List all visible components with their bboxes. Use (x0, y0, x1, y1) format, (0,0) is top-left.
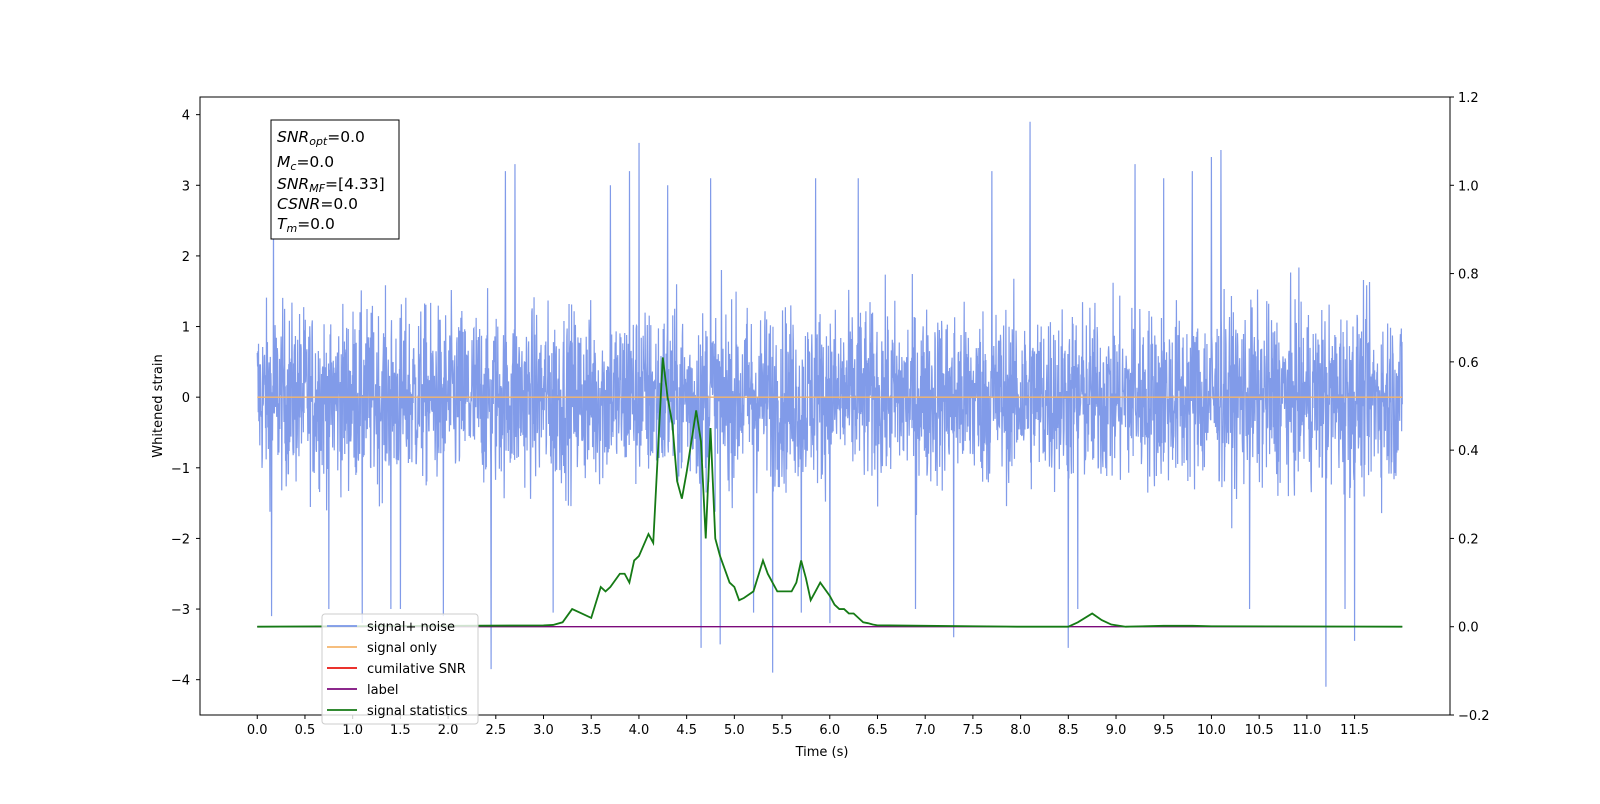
legend-label: signal+ noise (367, 620, 455, 635)
legend-label: label (367, 683, 398, 698)
x-tick-label: 7.5 (963, 723, 984, 738)
y-axis-left: 4 3 2 1 0 −1 −2 −3 −4 (171, 109, 200, 689)
x-tick-label: 6.5 (867, 723, 888, 738)
info-snr-mf: SNRMF=[4.33] (277, 175, 385, 195)
y-tick-label-left: −2 (171, 532, 190, 547)
x-tick-label: 3.0 (533, 723, 554, 738)
x-tick-label: 4.0 (629, 723, 650, 738)
x-tick-label: 0.0 (247, 723, 268, 738)
x-tick-label: 10.5 (1245, 723, 1274, 738)
plot-frame (199, 96, 1451, 716)
info-snr-opt: SNRopt=0.0 (277, 128, 365, 148)
x-tick-label: 8.5 (1058, 723, 1079, 738)
y-tick-label-left: −3 (171, 603, 190, 618)
x-axis: 0.0 0.5 1.0 1.5 2.0 2.5 3.0 3.5 4.0 4.5 5.0 5.5 6.0 6… (247, 715, 1369, 738)
x-tick-label: 8.0 (1010, 723, 1031, 738)
x-axis-label: Time (s) (795, 745, 849, 760)
y-tick-label-right: 0.4 (1458, 444, 1479, 459)
x-tick-label: 11.0 (1292, 723, 1321, 738)
legend: signal+ noise signal only cumilative SNR la… (321, 613, 479, 725)
x-tick-label: 3.5 (581, 723, 602, 738)
x-tick-label: 4.5 (676, 723, 697, 738)
x-tick-label: 9.0 (1106, 723, 1127, 738)
x-tick-label: 1.5 (390, 723, 411, 738)
y-tick-label-right: 1.2 (1458, 91, 1479, 106)
x-tick-label: 5.5 (772, 723, 793, 738)
x-tick-label: 5.0 (724, 723, 745, 738)
y-tick-label-left: 0 (182, 391, 190, 406)
y-tick-label-left: 3 (182, 179, 190, 194)
y-tick-label-left: 2 (182, 250, 190, 265)
info-csnr: CSNR=0.0 (277, 195, 358, 213)
y-tick-label-right: 0.0 (1458, 621, 1479, 636)
x-tick-label: 1.0 (342, 723, 363, 738)
y-tick-label-right: 1.0 (1458, 179, 1479, 194)
info-tm: Tm=0.0 (277, 215, 335, 235)
y-tick-label-left: 1 (182, 321, 190, 336)
legend-label: signal statistics (367, 704, 468, 719)
x-tick-label: 7.0 (915, 723, 936, 738)
info-box: SNRopt=0.0 Mc=0.0 SNRMF=[4.33] CSNR=0.0 … (270, 119, 400, 240)
x-tick-label: 2.0 (438, 723, 459, 738)
y-tick-label-left: −1 (171, 462, 190, 477)
signal-noise-line (256, 121, 1403, 687)
x-tick-label: 0.5 (295, 723, 316, 738)
legend-label: cumilative SNR (367, 662, 466, 677)
y-tick-label-left: −4 (171, 674, 190, 689)
signal-statistics-line (257, 357, 1403, 628)
series-signal-noise (256, 121, 1403, 687)
x-tick-label: 11.5 (1340, 723, 1369, 738)
y-tick-label-right: −0.2 (1458, 709, 1490, 724)
x-tick-label: 10.0 (1197, 723, 1226, 738)
x-tick-label: 9.5 (1153, 723, 1174, 738)
x-tick-label: 2.5 (485, 723, 506, 738)
info-mc: Mc=0.0 (277, 153, 334, 173)
y-tick-label-right: 0.6 (1458, 356, 1479, 371)
y-tick-label-right: 0.2 (1458, 532, 1479, 547)
y-tick-label-left: 4 (182, 109, 190, 124)
x-tick-label: 6.0 (819, 723, 840, 738)
y-axis-label: Whitened strain (151, 354, 166, 457)
y-tick-label-right: 0.8 (1458, 268, 1479, 283)
legend-label: signal only (367, 641, 437, 656)
y-axis-right: 1.2 1.0 0.8 0.6 0.4 0.2 0.0 −0.2 (1450, 91, 1490, 724)
